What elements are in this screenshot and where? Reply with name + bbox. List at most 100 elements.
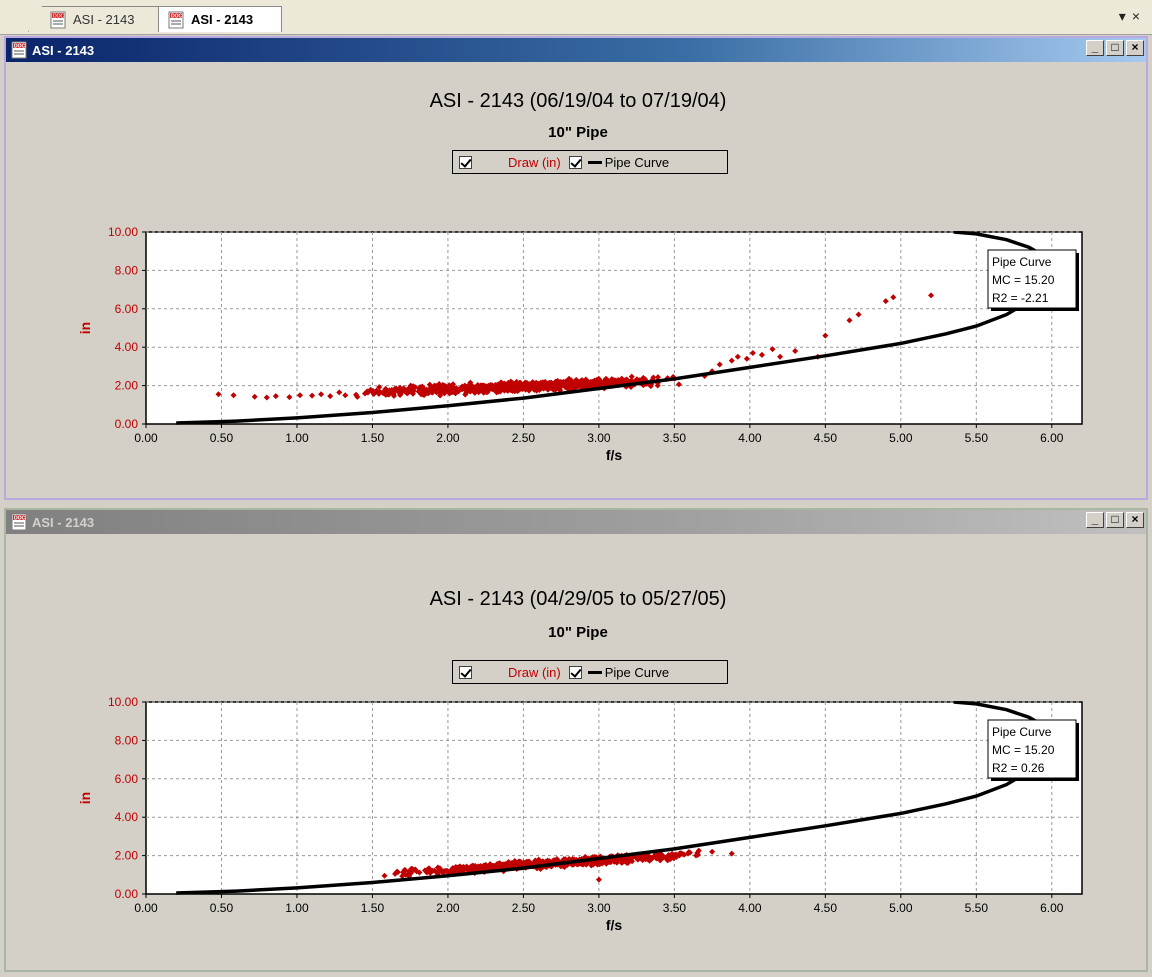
- pipe-curve-checkbox[interactable]: [568, 665, 582, 679]
- scatter-point: [618, 375, 625, 382]
- chart-legend: Draw (in) Pipe Curve: [452, 150, 728, 174]
- scatter-point: [598, 379, 605, 386]
- tab-asi-2143-active[interactable]: DOC ASI - 2143: [158, 6, 282, 32]
- scatter-point: [582, 376, 589, 383]
- scatter-point: [758, 351, 765, 358]
- scatter-point: [500, 385, 507, 392]
- scatter-point: [695, 847, 702, 854]
- x-tick-label: 5.00: [889, 901, 913, 915]
- scatter-point: [578, 382, 585, 389]
- scatter-point: [545, 384, 552, 391]
- scatter-point: [608, 376, 615, 383]
- legend-draw-label: Draw (in): [508, 664, 561, 680]
- scatter-point: [665, 852, 672, 859]
- scatter-point: [437, 383, 444, 390]
- scatter-point: [450, 866, 457, 873]
- minimize-button[interactable]: _: [1086, 40, 1104, 56]
- scatter-point: [623, 859, 630, 866]
- scatter-point: [443, 867, 450, 874]
- scatter-point: [681, 851, 688, 858]
- scatter-point: [472, 866, 479, 873]
- y-tick-label: 6.00: [115, 772, 139, 786]
- scatter-point: [525, 384, 532, 391]
- scatter-point: [648, 856, 655, 863]
- info-box: [987, 719, 1077, 779]
- scatter-point: [448, 389, 455, 396]
- scatter-point: [401, 387, 408, 394]
- close-button[interactable]: ×: [1126, 512, 1144, 528]
- scatter-point: [588, 862, 595, 869]
- scatter-point: [769, 346, 776, 353]
- info-box-line1: Pipe Curve: [992, 255, 1052, 269]
- doc-icon: DOC: [49, 11, 67, 29]
- scatter-point: [464, 865, 471, 872]
- legend-pipe-label: Pipe Curve: [604, 664, 670, 680]
- x-tick-label: 0.50: [210, 431, 234, 445]
- draw-series-checkbox[interactable]: [459, 155, 472, 169]
- y-tick-label: 0.00: [115, 887, 139, 901]
- chart-window-1[interactable]: DOC ASI - 2143 _ □ × ASI - 2143 (06/19/0…: [4, 36, 1148, 500]
- close-button[interactable]: ×: [1126, 40, 1144, 56]
- scatter-point: [595, 876, 602, 883]
- x-tick-label: 2.50: [512, 901, 536, 915]
- x-tick-label: 6.00: [1040, 431, 1064, 445]
- x-tick-label: 0.00: [134, 901, 158, 915]
- scatter-point: [523, 379, 530, 386]
- scatter-point: [728, 850, 735, 857]
- scatter-point: [402, 871, 409, 878]
- scatter-point: [508, 386, 515, 393]
- maximize-button[interactable]: □: [1106, 40, 1124, 56]
- scatter-point: [489, 862, 496, 869]
- doc-icon: DOC: [10, 513, 28, 531]
- scatter-point: [728, 357, 735, 364]
- y-tick-label: 8.00: [115, 263, 139, 277]
- scatter-point: [263, 394, 270, 401]
- scatter-point: [743, 355, 750, 362]
- minimize-button[interactable]: _: [1086, 512, 1104, 528]
- scatter-point: [296, 392, 303, 399]
- scatter-point: [618, 859, 625, 866]
- tab-list-dropdown-button[interactable]: ▾: [1118, 8, 1132, 24]
- pipe-curve-checkbox[interactable]: [568, 155, 582, 169]
- x-tick-label: 1.50: [361, 431, 385, 445]
- maximize-button[interactable]: □: [1106, 512, 1124, 528]
- scatter-point: [457, 866, 464, 873]
- x-axis-label: f/s: [606, 917, 623, 933]
- window-titlebar[interactable]: DOC ASI - 2143 _ □ ×: [6, 38, 1146, 62]
- scatter-point: [749, 349, 756, 356]
- window-controls: _ □ ×: [1086, 512, 1144, 528]
- scatter-point: [412, 384, 419, 391]
- scatter-point: [628, 373, 635, 380]
- y-tick-label: 10.00: [108, 695, 138, 709]
- y-tick-label: 2.00: [115, 849, 139, 863]
- window-titlebar[interactable]: DOC ASI - 2143 _ □ ×: [6, 510, 1146, 534]
- scatter-point: [594, 377, 601, 384]
- scatter-point: [536, 385, 543, 392]
- x-tick-label: 6.00: [1040, 901, 1064, 915]
- scatter-point: [685, 849, 692, 856]
- scatter-point: [382, 385, 389, 392]
- scatter-point: [342, 392, 349, 399]
- close-document-button[interactable]: ×: [1131, 8, 1146, 24]
- chart-window-2[interactable]: DOC ASI - 2143 _ □ × ASI - 2143 (04/29/0…: [4, 508, 1148, 972]
- x-tick-label: 3.00: [587, 901, 611, 915]
- scatter-point: [441, 389, 448, 396]
- tab-asi-2143-inactive[interactable]: DOC ASI - 2143: [28, 6, 160, 32]
- scatter-plot: 0.00 0.50 1.00 1.50 2.00 2.50 3.00 3.50 4.00 4.50…: [77, 225, 1083, 463]
- scatter-point: [566, 375, 573, 382]
- chart-title: ASI - 2143 (06/19/04 to 07/19/04): [429, 90, 727, 112]
- tab-label: ASI - 2143: [73, 12, 135, 27]
- scatter-point: [792, 348, 799, 355]
- scatter-point: [427, 869, 434, 876]
- y-axis-label: in: [77, 792, 93, 804]
- scatter-point: [653, 853, 660, 860]
- scatter-point: [417, 384, 424, 391]
- chart-subtitle: 10" Pipe: [548, 624, 608, 641]
- x-tick-label: 1.50: [361, 901, 385, 915]
- draw-series-checkbox[interactable]: [459, 665, 472, 679]
- scatter-point: [639, 854, 646, 861]
- y-tick-label: 2.00: [115, 379, 139, 393]
- x-tick-label: 5.50: [965, 431, 989, 445]
- x-tick-label: 4.00: [738, 431, 762, 445]
- info-box-line3: R2 = -2.21: [992, 291, 1049, 305]
